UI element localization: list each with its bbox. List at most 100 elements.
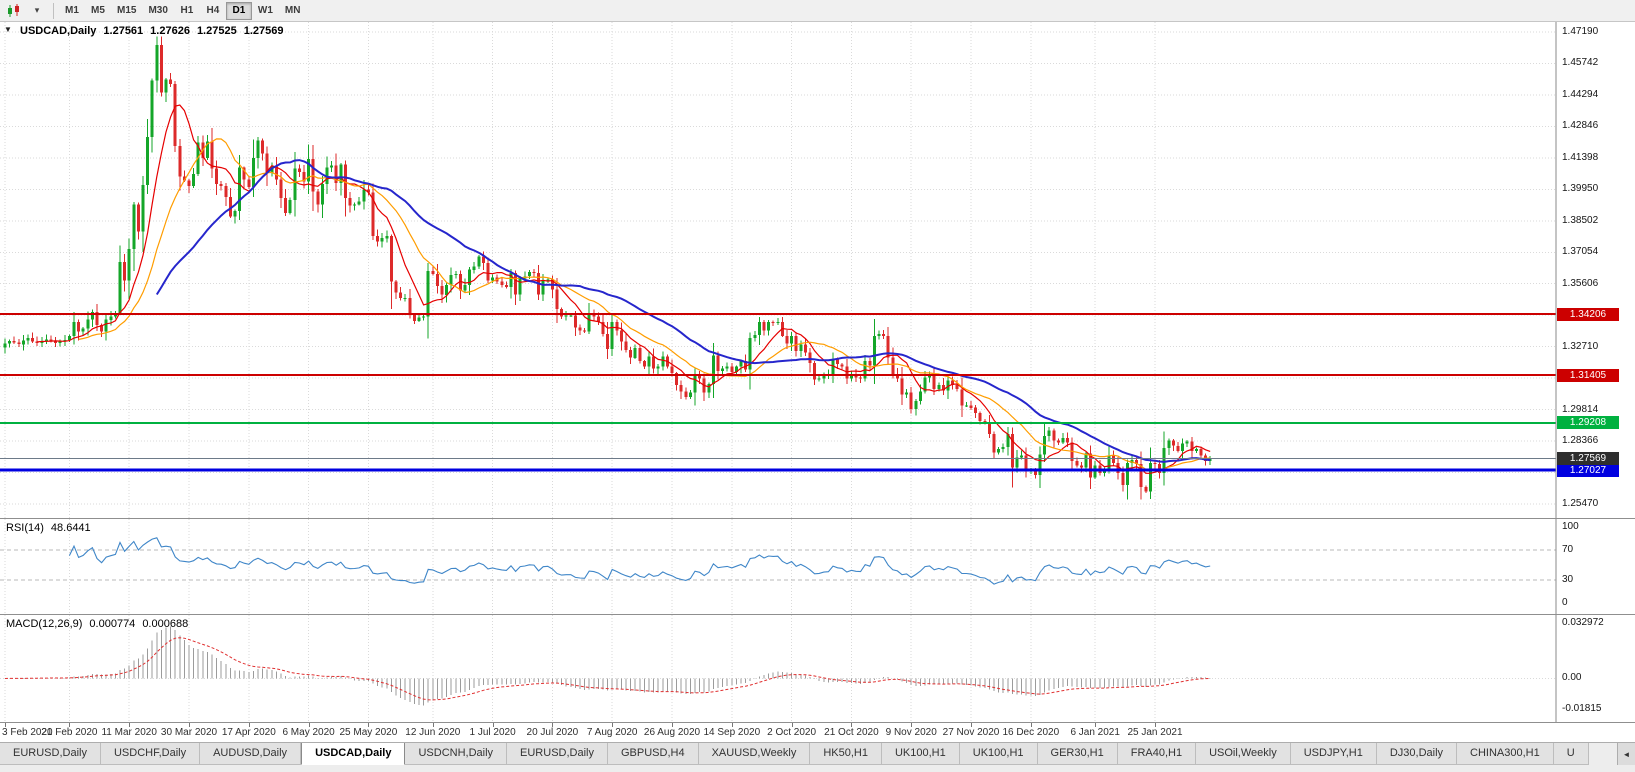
chart-tab-u[interactable]: U	[1553, 743, 1589, 765]
rsi-panel: RSI(14) 48.6441 100 70 30 0	[0, 518, 1635, 614]
chart-tab-hk50-h1[interactable]: HK50,H1	[810, 743, 882, 765]
time-axis-label: 14 Sep 2020	[703, 727, 761, 738]
rsi-label: RSI(14) 48.6441	[6, 522, 98, 534]
timeframe-button-w1[interactable]: W1	[257, 5, 273, 16]
time-axis-tick	[368, 723, 369, 727]
level-price-tag: 1.31405	[1557, 368, 1619, 382]
chart-type-icon[interactable]	[4, 2, 26, 20]
time-axis-tick	[612, 723, 613, 727]
price-axis-label: 100	[1562, 521, 1579, 532]
ohlc-close: 1.27569	[243, 25, 284, 37]
time-axis-label: 26 Aug 2020	[643, 727, 701, 738]
candlestick-icon	[8, 3, 19, 17]
price-axis-label: 1.28366	[1562, 435, 1599, 447]
chart-title: USDCAD,Daily 1.27561 1.27626 1.27525 1.27569	[20, 25, 290, 37]
timeframe-button-mn[interactable]: MN	[284, 5, 301, 16]
macd-signal-value: 0.000688	[142, 618, 189, 630]
price-axis-label: 1.32710	[1562, 340, 1599, 352]
price-axis-label: 1.37054	[1562, 246, 1599, 258]
symbol-period: USDCAD,Daily	[20, 25, 97, 37]
time-axis: 3 Feb 2020 21 Feb 2020 11 Mar 2020 30 Mar 2…	[0, 722, 1635, 742]
ohlc-low: 1.27525	[196, 25, 237, 37]
current-price-tag: 1.27569	[1557, 451, 1619, 465]
price-axis-label: -0.01815	[1562, 703, 1602, 714]
toolbar-separator	[53, 2, 54, 19]
chart-dropdown-arrow-icon[interactable]: ▾	[34, 5, 40, 15]
time-axis-label: 12 Jun 2020	[405, 727, 461, 738]
time-axis-label: 17 Apr 2020	[221, 727, 276, 738]
price-panel: ▼ USDCAD,Daily 1.27561 1.27626 1.27525 1.275…	[0, 22, 1635, 518]
chart-tab-usdcnh-daily[interactable]: USDCNH,Daily	[405, 743, 508, 765]
one-click-trading-icon[interactable]: ▼	[4, 25, 12, 34]
macd-panel: MACD(12,26,9) 0.000774 0.000688 0.032972 0.…	[0, 614, 1635, 722]
time-axis-tick	[911, 723, 912, 727]
chart-tab-eurusd-daily[interactable]: EURUSD,Daily	[507, 743, 608, 765]
rsi-chart-svg[interactable]	[0, 519, 1635, 614]
time-axis-tick	[69, 723, 70, 727]
chart-tab-uk100-h1[interactable]: UK100,H1	[959, 743, 1038, 765]
price-axis-label: 0	[1562, 597, 1568, 608]
price-axis-label: 70	[1562, 543, 1574, 555]
chart-tab-usdchf-daily[interactable]: USDCHF,Daily	[100, 743, 201, 765]
time-axis-label: 3 Feb 2020	[2, 727, 53, 738]
time-axis-tick	[433, 723, 434, 727]
timeframe-button-m1[interactable]: M1	[65, 5, 79, 16]
rsi-name: RSI(14)	[6, 522, 44, 534]
time-axis-tick	[5, 723, 6, 727]
level-price-tag: 1.27027	[1557, 463, 1619, 477]
time-axis-tick	[1095, 723, 1096, 727]
macd-value: 0.000774	[89, 618, 136, 630]
time-axis-label: 2 Oct 2020	[767, 727, 817, 738]
timeframe-button-d1[interactable]: D1	[225, 1, 252, 20]
chart-tab-fra40-h1[interactable]: FRA40,H1	[1117, 743, 1197, 765]
timeframe-button-h4[interactable]: H4	[206, 5, 220, 16]
time-axis-label: 27 Nov 2020	[942, 727, 1000, 738]
time-axis-label: 1 Jul 2020	[469, 727, 516, 738]
price-axis-label: 1.47190	[1562, 26, 1599, 37]
price-chart-svg[interactable]	[0, 22, 1635, 518]
time-axis-label: 7 Aug 2020	[586, 727, 638, 738]
price-axis-label: 0.032972	[1562, 617, 1604, 628]
time-axis-tick	[309, 723, 310, 727]
time-axis-label: 6 May 2020	[282, 727, 335, 738]
level-price-tag: 1.34206	[1557, 307, 1619, 321]
price-axis-label: 1.41398	[1562, 151, 1599, 163]
chart-tab-eurusd-daily[interactable]: EURUSD,Daily	[0, 743, 101, 765]
chart-tab-ger30-h1[interactable]: GER30,H1	[1037, 743, 1118, 765]
price-axis-label: 1.38502	[1562, 214, 1599, 226]
chart-tab-gbpusd-h4[interactable]: GBPUSD,H4	[608, 743, 699, 765]
price-axis-label: 1.35606	[1562, 277, 1599, 289]
price-axis-label: 30	[1562, 574, 1574, 586]
chart-tab-dj30-daily[interactable]: DJ30,Daily	[1376, 743, 1458, 765]
price-axis-label: 1.25470	[1562, 498, 1599, 509]
chart-tab-uk100-h1[interactable]: UK100,H1	[881, 743, 960, 765]
time-axis-label: 20 Jul 2020	[526, 727, 579, 738]
time-axis-tick	[129, 723, 130, 727]
timeframe-button-m5[interactable]: M5	[91, 5, 105, 16]
time-axis-label: 21 Feb 2020	[41, 727, 98, 738]
time-axis-tick	[493, 723, 494, 727]
timeframe-button-m30[interactable]: M30	[148, 5, 168, 16]
ohlc-open: 1.27561	[103, 25, 144, 37]
chart-tab-audusd-daily[interactable]: AUDUSD,Daily	[200, 743, 302, 765]
time-axis-tick	[552, 723, 553, 727]
macd-name: MACD(12,26,9)	[6, 618, 83, 630]
time-axis-tick	[971, 723, 972, 727]
price-axis-label: 1.44294	[1562, 88, 1599, 100]
chart-tab-china300-h1[interactable]: CHINA300,H1	[1457, 743, 1554, 765]
chart-tab-usoil-weekly[interactable]: USOil,Weekly	[1196, 743, 1291, 765]
toolbar: ▾ M1 M5 M15 M30 H1 H4 D1 W1 MN	[0, 0, 1635, 22]
chart-tab-usdjpy-h1[interactable]: USDJPY,H1	[1290, 743, 1377, 765]
timeframe-button-h1[interactable]: H1	[180, 5, 194, 16]
timeframe-buttons: M1 M5 M15 M30 H1 H4 D1 W1 MN	[59, 1, 306, 20]
timeframe-button-m15[interactable]: M15	[117, 5, 137, 16]
price-axis-label: 1.45742	[1562, 57, 1599, 69]
chart-tab-xauusd-weekly[interactable]: XAUUSD,Weekly	[698, 743, 811, 765]
chart-tab-usdcad-daily[interactable]: USDCAD,Daily	[301, 743, 406, 765]
time-axis-label: 16 Dec 2020	[1002, 727, 1060, 738]
time-axis-tick	[189, 723, 190, 727]
time-axis-label: 25 Jan 2021	[1127, 727, 1183, 738]
tab-scroll-left-button[interactable]: ◄	[1617, 743, 1635, 765]
macd-chart-svg[interactable]	[0, 615, 1635, 722]
time-axis-label: 11 Mar 2020	[101, 727, 157, 738]
